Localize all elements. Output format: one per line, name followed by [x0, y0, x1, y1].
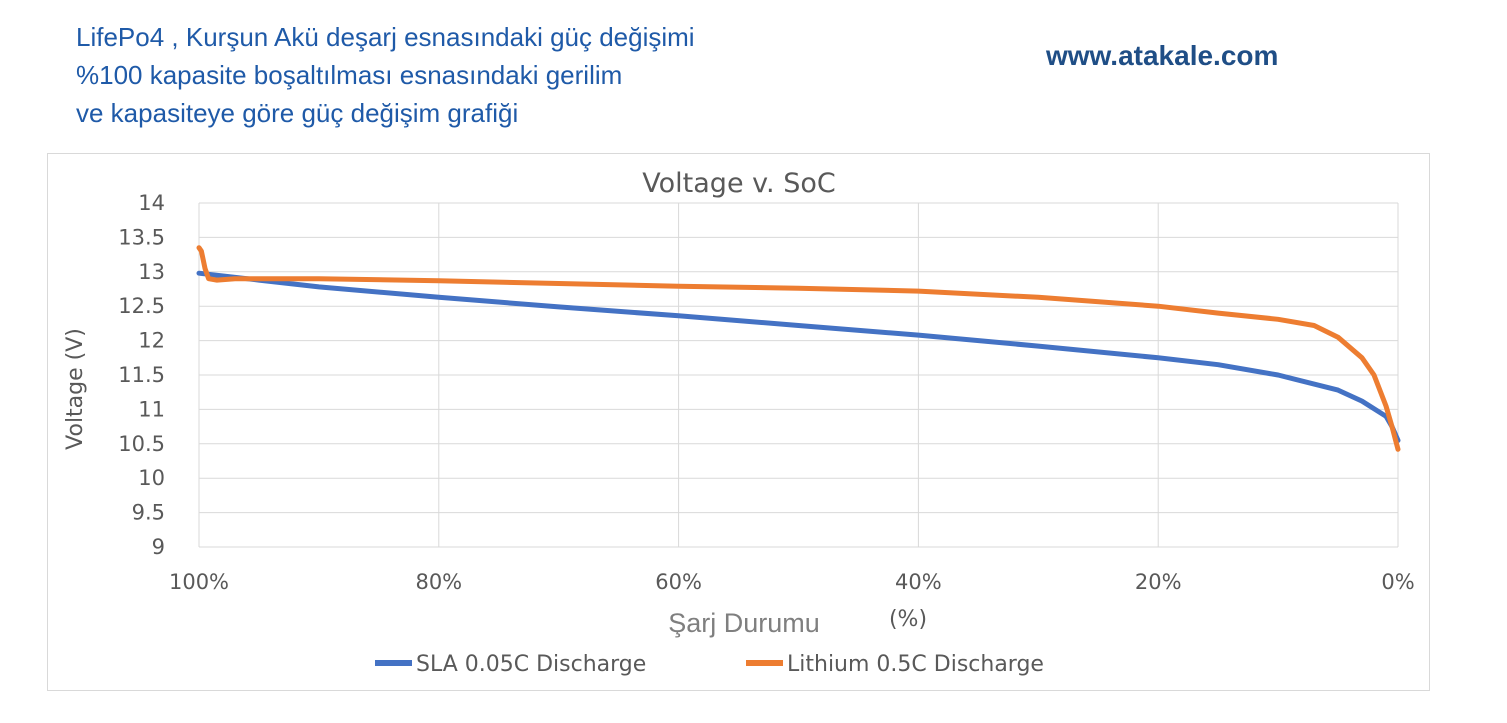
chart-frame: [47, 153, 1430, 691]
x-tick-label: 100%: [169, 570, 229, 594]
y-tick-label: 11.5: [118, 363, 165, 387]
y-tick-label: 10: [138, 466, 165, 490]
y-tick-labels: 14 13.5 13 12.5 12 11.5 11 10.5 10 9.5 9: [118, 191, 165, 559]
series-lines: [196, 245, 1401, 452]
x-tick-label: 40%: [895, 570, 942, 594]
y-tick-label: 13.5: [118, 225, 165, 249]
y-axis-label: Voltage (V): [63, 328, 88, 450]
y-tick-label: 12.5: [118, 294, 165, 318]
grid-lines: [198, 202, 1399, 548]
y-tick-label: 11: [138, 397, 165, 421]
x-tick-label: 20%: [1135, 570, 1182, 594]
y-tick-label: 10.5: [118, 432, 165, 456]
lithium-series-line: [196, 245, 1401, 452]
x-tick-labels: 100% 80% 60% 40% 20% 0%: [169, 570, 1415, 594]
y-tick-label: 13: [138, 260, 165, 284]
x-tick-label: 60%: [655, 570, 702, 594]
legend: SLA 0.05C Discharge Lithium 0.5C Dischar…: [375, 652, 1044, 677]
page-title: LifePo4 , Kurşun Akü deşarj esnasındaki …: [76, 18, 695, 132]
legend-label-sla: SLA 0.05C Discharge: [416, 652, 646, 677]
chart-title: Voltage v. SoC: [642, 168, 835, 199]
title-line-3: ve kapasiteye göre güç değişim grafiği: [76, 98, 519, 128]
x-tick-label: 0%: [1381, 570, 1414, 594]
legend-label-lithium: Lithium 0.5C Discharge: [787, 652, 1044, 677]
y-tick-label: 12: [138, 329, 165, 353]
title-line-2: %100 kapasite boşaltılması esnasındaki g…: [76, 60, 623, 90]
y-tick-label: 14: [138, 191, 165, 215]
x-axis-label: Şarj Durumu: [668, 608, 820, 638]
sla-series-line: [196, 270, 1401, 443]
y-tick-label: 9.5: [132, 501, 165, 525]
x-axis-unit: (%): [889, 607, 927, 632]
x-tick-label: 80%: [415, 570, 462, 594]
site-url: www.atakale.com: [1046, 40, 1279, 71]
y-tick-label: 9: [152, 535, 165, 559]
title-line-1: LifePo4 , Kurşun Akü deşarj esnasındaki …: [76, 22, 695, 52]
